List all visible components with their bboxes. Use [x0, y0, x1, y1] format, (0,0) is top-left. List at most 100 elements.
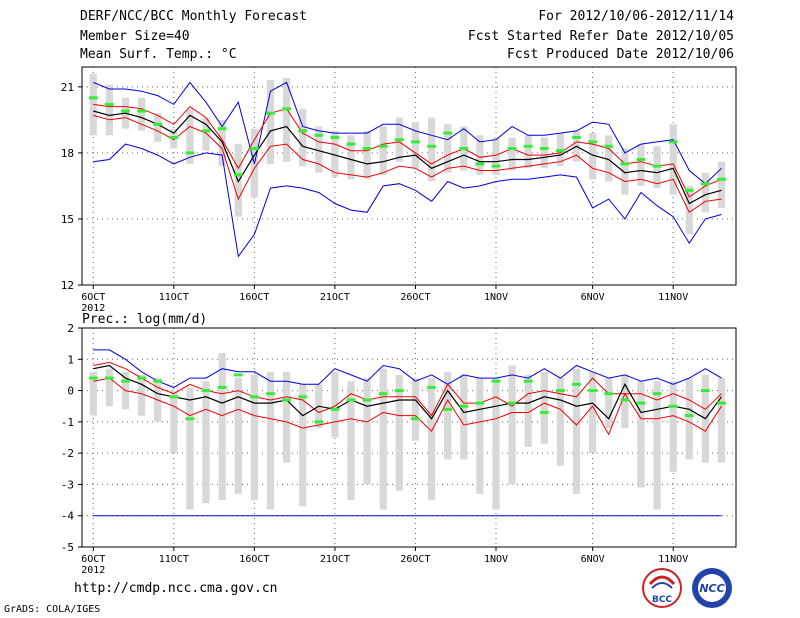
median-mark — [378, 144, 388, 148]
median-mark — [701, 182, 710, 186]
median-mark — [539, 146, 549, 150]
median-mark — [620, 162, 630, 166]
median-mark — [459, 146, 469, 150]
member-size: Member Size=40 — [80, 29, 190, 44]
spread-box — [572, 368, 581, 494]
median-mark — [411, 417, 420, 421]
spread-box — [331, 130, 339, 178]
x-tick-label: 26OCT — [400, 292, 430, 303]
spread-box — [637, 381, 645, 488]
median-mark — [427, 144, 436, 148]
ncc-logo-text: NCC — [699, 582, 724, 595]
x-tick-label: 16OCT — [239, 554, 269, 565]
spread-box — [476, 135, 484, 175]
spread-box — [234, 378, 242, 494]
spread-box — [363, 130, 371, 180]
median-mark — [314, 420, 324, 424]
median-mark — [556, 149, 565, 153]
spread-box — [218, 353, 226, 501]
median-mark — [636, 401, 646, 405]
y-tick-label: 12 — [61, 279, 74, 292]
median-mark — [88, 96, 98, 100]
spread-box — [347, 381, 355, 501]
median-mark — [282, 107, 291, 111]
median-mark — [443, 131, 453, 135]
y-tick-label: -1 — [61, 416, 74, 429]
ncc-logo: NCC — [692, 568, 732, 608]
spread-low-line — [93, 377, 722, 436]
x-year-label: 2012 — [81, 565, 105, 576]
median-mark — [443, 407, 453, 411]
spread-box — [444, 124, 452, 173]
spread-box — [395, 374, 403, 491]
y-tick-label: 0 — [67, 385, 74, 398]
spread-box — [299, 108, 307, 167]
spread-box — [685, 378, 693, 460]
x-tick-label: 1NOV — [484, 292, 508, 303]
fcst-produced-date: Fcst Produced Date 2012/10/06 — [507, 47, 734, 62]
spread-box — [89, 371, 97, 416]
median-mark — [539, 410, 549, 414]
bcc-logo: BCC — [642, 568, 682, 608]
spread-box — [331, 371, 339, 438]
median-mark — [717, 401, 726, 405]
median-mark — [523, 379, 533, 383]
median-mark — [346, 398, 356, 402]
spread-box — [250, 374, 258, 501]
forecast-period: For 2012/10/06-2012/11/14 — [538, 9, 734, 24]
median-mark — [394, 389, 404, 393]
spread-box — [379, 126, 387, 175]
median-mark — [137, 376, 146, 380]
y-tick-label: -4 — [61, 510, 75, 523]
spread-box — [669, 381, 677, 472]
median-mark — [137, 109, 146, 113]
spread-box — [717, 378, 726, 463]
spread-box — [379, 368, 387, 510]
x-tick-label: 11NOV — [658, 554, 688, 565]
spread-box — [492, 378, 500, 510]
spread-box — [540, 137, 548, 169]
spread-box — [266, 80, 275, 164]
y-tick-label: 18 — [61, 147, 74, 160]
spread-box — [202, 117, 210, 151]
median-mark — [636, 157, 646, 161]
median-mark — [491, 379, 501, 383]
spread-box — [411, 378, 420, 441]
median-mark — [185, 151, 195, 155]
y-tick-label: 1 — [67, 353, 74, 366]
x-year-label: 2012 — [81, 303, 105, 314]
spread-box — [105, 84, 114, 136]
median-mark — [201, 129, 211, 133]
footer-url[interactable]: http://cmdp.ncc.cma.gov.cn — [74, 581, 278, 596]
median-mark — [153, 122, 163, 126]
median-mark — [121, 109, 130, 113]
spread-box — [427, 117, 436, 182]
median-mark — [185, 417, 195, 421]
median-mark — [588, 140, 597, 144]
median-mark — [668, 140, 678, 144]
median-mark — [411, 140, 420, 144]
x-tick-label: 11NOV — [658, 292, 688, 303]
y-tick-label: -3 — [61, 478, 74, 491]
x-tick-label: 6NOV — [581, 292, 605, 303]
spread-box — [105, 368, 114, 407]
spread-box — [524, 135, 532, 169]
spread-box — [685, 185, 693, 235]
logos: BCC NCC — [642, 568, 732, 608]
median-mark — [459, 404, 469, 408]
median-mark — [507, 401, 517, 405]
spread-box — [621, 148, 629, 195]
spread-low-line — [93, 114, 722, 214]
spread-box — [589, 133, 597, 180]
spread-box — [170, 390, 178, 454]
median-mark — [346, 142, 356, 146]
spread-box — [299, 384, 307, 507]
median-mark — [121, 379, 130, 383]
max-line — [93, 81, 722, 185]
plot-frame — [81, 66, 737, 286]
mean-line — [93, 364, 722, 420]
median-mark — [217, 127, 227, 131]
median-mark — [717, 177, 726, 181]
median-mark — [523, 144, 533, 148]
